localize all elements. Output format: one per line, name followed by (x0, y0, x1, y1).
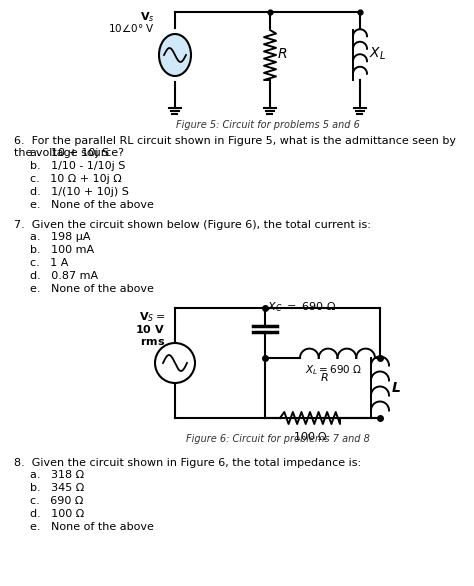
Text: L: L (392, 381, 401, 395)
Text: b.   100 mA: b. 100 mA (30, 245, 94, 255)
Text: $10\angle0°$ V: $10\angle0°$ V (109, 22, 155, 34)
Text: R: R (321, 373, 329, 383)
Text: 8.  Given the circuit shown in Figure 6, the total impedance is:: 8. Given the circuit shown in Figure 6, … (14, 458, 361, 468)
Text: d.   100 Ω: d. 100 Ω (30, 509, 84, 519)
Text: e.   None of the above: e. None of the above (30, 522, 154, 532)
Text: $\mathbf{V}_S =$: $\mathbf{V}_S =$ (139, 310, 165, 324)
Text: $X_L$: $X_L$ (369, 46, 386, 62)
Text: b.   1/10 - 1/10j S: b. 1/10 - 1/10j S (30, 161, 126, 171)
Text: c.   690 Ω: c. 690 Ω (30, 496, 83, 506)
Text: d.   1/(10 + 10j) S: d. 1/(10 + 10j) S (30, 187, 129, 197)
Text: $\mathbf{10\ V}$: $\mathbf{10\ V}$ (136, 323, 165, 335)
Text: b.   345 Ω: b. 345 Ω (30, 483, 84, 493)
Text: Figure 5: Circuit for problems 5 and 6: Figure 5: Circuit for problems 5 and 6 (175, 120, 359, 130)
Text: 7.  Given the circuit shown below (Figure 6), the total current is:: 7. Given the circuit shown below (Figure… (14, 220, 371, 230)
Text: c.   1 A: c. 1 A (30, 258, 68, 268)
Text: a.   198 μA: a. 198 μA (30, 232, 91, 242)
Ellipse shape (159, 34, 191, 76)
Text: $\mathbf{rms}$: $\mathbf{rms}$ (140, 336, 165, 347)
Text: e.   None of the above: e. None of the above (30, 200, 154, 210)
Text: $\mathbf{V}_s$: $\mathbf{V}_s$ (140, 10, 155, 24)
Text: Figure 6: Circuit for problems 7 and 8: Figure 6: Circuit for problems 7 and 8 (185, 434, 369, 444)
Text: R: R (278, 47, 288, 61)
Text: $X_L = 690\ \Omega$: $X_L = 690\ \Omega$ (305, 363, 362, 377)
Text: c.   10 Ω + 10j Ω: c. 10 Ω + 10j Ω (30, 174, 122, 184)
Text: $100\ \Omega$: $100\ \Omega$ (292, 430, 328, 442)
Text: a.   10 + 10j S: a. 10 + 10j S (30, 148, 109, 158)
Text: d.   0.87 mA: d. 0.87 mA (30, 271, 98, 281)
Text: 6.  For the parallel RL circuit shown in Figure 5, what is the admittance seen b: 6. For the parallel RL circuit shown in … (14, 136, 456, 158)
Text: e.   None of the above: e. None of the above (30, 284, 154, 294)
Text: $X_C\ =\ 690\ \Omega$: $X_C\ =\ 690\ \Omega$ (267, 300, 337, 314)
Text: a.   318 Ω: a. 318 Ω (30, 470, 84, 480)
